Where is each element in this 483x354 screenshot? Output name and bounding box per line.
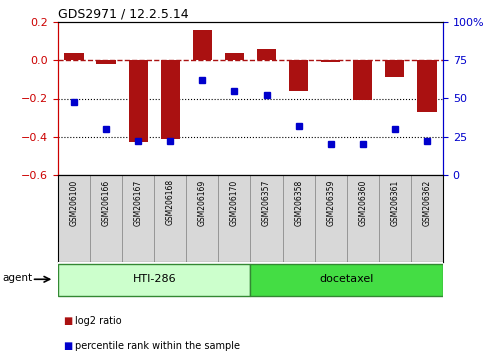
Text: GDS2971 / 12.2.5.14: GDS2971 / 12.2.5.14 bbox=[58, 8, 189, 21]
Bar bbox=[193, 30, 212, 60]
Text: GSM206362: GSM206362 bbox=[423, 179, 431, 225]
Text: GSM206100: GSM206100 bbox=[70, 179, 79, 225]
Bar bbox=[58, 175, 90, 262]
Text: GSM206167: GSM206167 bbox=[134, 179, 142, 225]
Bar bbox=[353, 60, 372, 101]
Bar bbox=[417, 60, 437, 112]
Bar bbox=[257, 49, 276, 60]
Bar bbox=[314, 175, 347, 262]
Bar bbox=[186, 175, 218, 262]
Bar bbox=[379, 175, 411, 262]
Bar bbox=[218, 175, 251, 262]
Text: GSM206361: GSM206361 bbox=[390, 179, 399, 225]
Bar bbox=[122, 175, 154, 262]
Text: GSM206358: GSM206358 bbox=[294, 179, 303, 225]
Text: HTI-286: HTI-286 bbox=[132, 274, 176, 284]
Text: GSM206357: GSM206357 bbox=[262, 179, 271, 226]
Text: percentile rank within the sample: percentile rank within the sample bbox=[75, 341, 240, 351]
Text: GSM206166: GSM206166 bbox=[101, 179, 111, 225]
Bar bbox=[161, 60, 180, 139]
Text: GSM206359: GSM206359 bbox=[326, 179, 335, 226]
Text: ■: ■ bbox=[63, 341, 72, 351]
Bar bbox=[251, 264, 443, 296]
Text: log2 ratio: log2 ratio bbox=[75, 316, 122, 326]
Bar bbox=[321, 60, 341, 62]
Bar bbox=[385, 60, 404, 78]
Bar bbox=[347, 175, 379, 262]
Text: GSM206169: GSM206169 bbox=[198, 179, 207, 225]
Bar bbox=[283, 175, 314, 262]
Bar bbox=[97, 60, 116, 64]
Text: ■: ■ bbox=[63, 316, 72, 326]
Text: GSM206168: GSM206168 bbox=[166, 179, 175, 225]
Bar bbox=[64, 53, 84, 60]
Bar bbox=[154, 175, 186, 262]
Bar bbox=[90, 175, 122, 262]
Bar bbox=[58, 264, 251, 296]
Bar bbox=[289, 60, 308, 91]
Bar bbox=[411, 175, 443, 262]
Bar bbox=[225, 53, 244, 60]
Text: docetaxel: docetaxel bbox=[320, 274, 374, 284]
Text: GSM206360: GSM206360 bbox=[358, 179, 367, 226]
Text: agent: agent bbox=[2, 273, 32, 283]
Text: GSM206170: GSM206170 bbox=[230, 179, 239, 225]
Bar bbox=[128, 60, 148, 143]
Bar bbox=[251, 175, 283, 262]
